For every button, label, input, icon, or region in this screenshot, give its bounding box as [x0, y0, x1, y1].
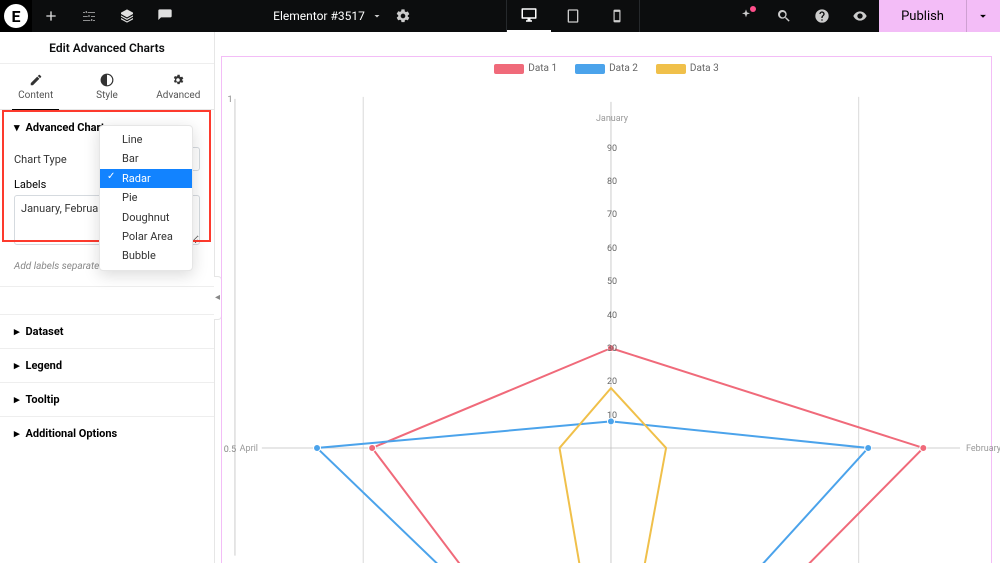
add-element-icon[interactable] — [32, 0, 70, 32]
section-title: Tooltip — [26, 393, 60, 406]
elementor-logo[interactable]: E — [0, 0, 32, 32]
tab-advanced[interactable]: Advanced — [143, 64, 214, 109]
radial-tick: 20 — [607, 377, 617, 387]
radial-tick: 70 — [607, 210, 617, 220]
chart-type-dropdown: LineBarRadarPieDoughnutPolar AreaBubble — [99, 125, 193, 271]
section-title: Additional Options — [26, 427, 118, 440]
publish-button[interactable]: Publish — [879, 0, 966, 32]
section-title: Dataset — [26, 325, 64, 338]
tab-content[interactable]: Content — [0, 64, 71, 109]
chart-type-option[interactable]: Line — [100, 130, 192, 149]
contrast-icon — [100, 73, 114, 87]
workspace: Edit Advanced Charts Content Style Advan… — [0, 32, 1000, 563]
section-gap — [0, 286, 214, 314]
section-additional-options[interactable]: ▸ Additional Options — [0, 416, 214, 450]
radial-tick: 30 — [607, 344, 617, 354]
chart-type-option[interactable]: Doughnut — [100, 208, 192, 227]
gear-icon — [171, 73, 185, 87]
axis-label: January — [596, 114, 628, 124]
controls-area: ▾ Advanced Charts Chart Type Radar ▾ Lab… — [0, 110, 214, 257]
section-dataset[interactable]: ▸ Dataset — [0, 314, 214, 348]
chart-type-option[interactable]: Pie — [100, 188, 192, 207]
document-title: Elementor #3517 — [273, 9, 365, 23]
editor-sidebar: Edit Advanced Charts Content Style Advan… — [0, 32, 215, 563]
pencil-icon — [29, 73, 43, 87]
caret-right-icon: ▸ — [14, 325, 20, 338]
notes-icon[interactable] — [146, 0, 184, 32]
device-tablet[interactable] — [551, 0, 595, 32]
chart-type-option[interactable]: Bubble — [100, 246, 192, 265]
app-topbar: E Elementor #3517 Publish — [0, 0, 1000, 32]
field-label: Chart Type — [14, 153, 67, 166]
section-title: Advanced Charts — [26, 121, 111, 134]
section-title: Legend — [26, 359, 62, 372]
panel-title: Edit Advanced Charts — [0, 32, 214, 64]
tab-label: Style — [96, 90, 118, 101]
chevron-down-icon — [976, 9, 990, 23]
device-mobile[interactable] — [595, 0, 639, 32]
whats-new-icon[interactable] — [727, 0, 765, 32]
site-settings-icon[interactable] — [70, 0, 108, 32]
section-tooltip[interactable]: ▸ Tooltip — [0, 382, 214, 416]
tab-label: Advanced — [156, 90, 200, 101]
publish-dropdown[interactable] — [966, 0, 1000, 32]
axis-label: February — [966, 444, 1000, 454]
y-scale-label: 0.5 — [224, 445, 237, 455]
responsive-devices — [506, 0, 640, 32]
help-icon[interactable] — [803, 0, 841, 32]
structure-icon[interactable] — [108, 0, 146, 32]
panel-tabs: Content Style Advanced — [0, 64, 214, 110]
chevron-down-icon — [371, 10, 383, 22]
axis-label: April — [240, 444, 258, 454]
y-scale-label: 1 — [227, 95, 232, 105]
chart-widget-frame[interactable]: Data 1Data 2Data 3 JanuaryFebruaryMarchA… — [221, 56, 992, 563]
finder-icon[interactable] — [765, 0, 803, 32]
tab-style[interactable]: Style — [71, 64, 142, 109]
caret-right-icon: ▸ — [14, 393, 20, 406]
document-selector[interactable]: Elementor #3517 — [271, 0, 419, 32]
radial-tick: 60 — [607, 244, 617, 254]
editor-canvas[interactable]: Data 1Data 2Data 3 JanuaryFebruaryMarchA… — [215, 32, 1000, 563]
tab-label: Content — [18, 90, 53, 101]
caret-down-icon: ▾ — [14, 121, 20, 134]
device-desktop[interactable] — [507, 0, 551, 32]
radial-tick: 40 — [607, 311, 617, 321]
section-legend[interactable]: ▸ Legend — [0, 348, 214, 382]
topbar-right: Publish — [727, 0, 1000, 32]
page-settings-icon[interactable] — [389, 0, 417, 32]
caret-right-icon: ▸ — [14, 427, 20, 440]
topbar-left: E — [0, 0, 184, 32]
radial-tick: 80 — [607, 177, 617, 187]
preview-icon[interactable] — [841, 0, 879, 32]
radial-tick: 90 — [607, 144, 617, 154]
chart-type-option[interactable]: Bar — [100, 149, 192, 168]
caret-right-icon: ▸ — [14, 359, 20, 372]
chart-type-option[interactable]: Polar Area — [100, 227, 192, 246]
publish-label: Publish — [901, 9, 944, 24]
chart-type-option[interactable]: Radar — [100, 169, 192, 188]
radial-tick: 10 — [607, 411, 617, 421]
radial-tick: 50 — [607, 277, 617, 287]
